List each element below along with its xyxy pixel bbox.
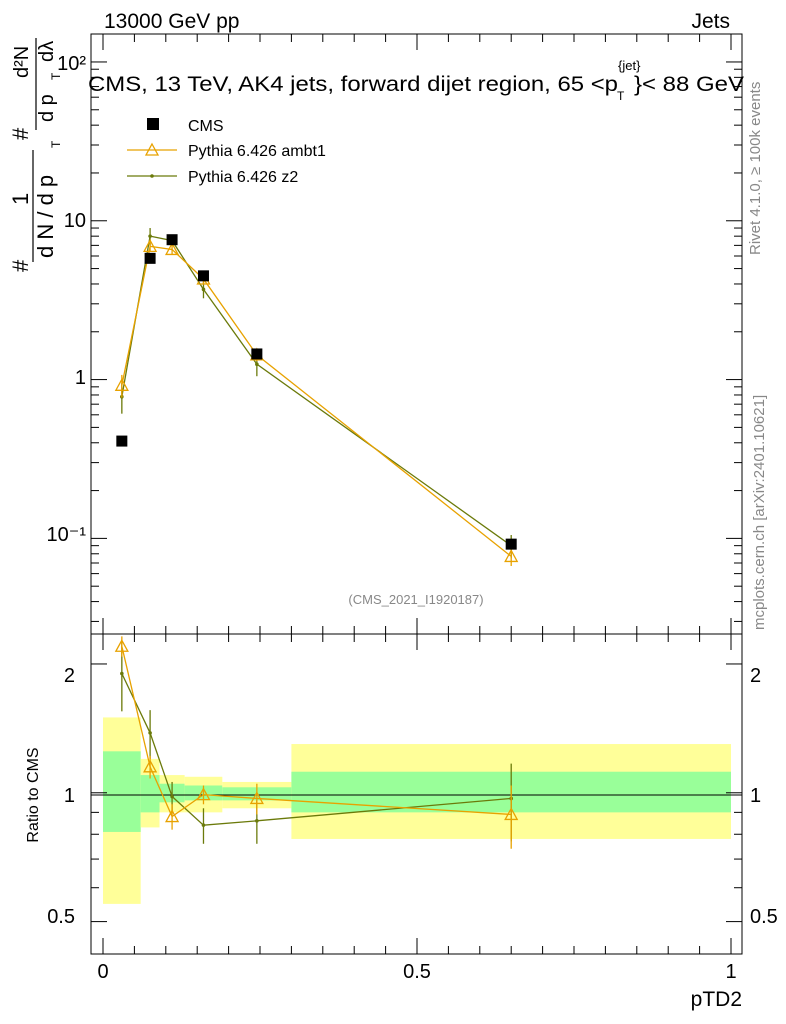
mcplots-label: mcplots.cern.ch [arXiv:2401.10621] — [751, 395, 768, 630]
y-tick-ratio-left-0: 0.5 — [47, 906, 75, 928]
ratio-point-ambt1 — [164, 809, 180, 823]
y-tick-main-2: 10 — [64, 210, 86, 232]
y-label-hash1: # — [8, 259, 33, 272]
x-tick-0: 0 — [97, 961, 108, 983]
main-point-z2 — [148, 234, 152, 238]
plot-title-tail: }< 88 GeV — [634, 73, 744, 96]
ratio-point-ambt1 — [249, 791, 264, 805]
y-label-dlambda: dλ — [36, 41, 58, 62]
main-point-cms — [197, 270, 209, 282]
plot-title-sup: {jet} — [618, 58, 641, 73]
y-label-hash2: # — [8, 127, 33, 140]
ratio-point-z2 — [201, 823, 206, 827]
main-point-cms — [144, 252, 156, 264]
legend-label-cms: CMS — [188, 118, 224, 135]
y-label-dp: d p — [36, 94, 58, 122]
y-tick-ratio-right-1: 1 — [750, 785, 761, 807]
y-tick-ratio-right-0: 0.5 — [750, 906, 778, 928]
y-label-dp-sub: T — [49, 72, 63, 80]
main-point-cms — [166, 234, 178, 246]
main-point-cms — [251, 348, 263, 360]
analysis-id: (CMS_2021_I1920187) — [348, 592, 483, 607]
y-label-dn-den: d N / d p — [33, 175, 58, 258]
x-tick-2: 1 — [725, 961, 736, 983]
main-point-ambt1 — [504, 549, 519, 563]
ratio-point-z2 — [120, 671, 124, 676]
y-tick-main-3: 10² — [57, 53, 86, 75]
plot-title: CMS, 13 TeV, AK4 jets, forward dijet reg… — [88, 73, 618, 96]
main-point-ambt1 — [143, 239, 158, 253]
y-axis-label-main: # 1 d N / d p T # d²N d p T dλ — [8, 38, 63, 272]
ratio-point-ambt1 — [143, 759, 158, 773]
y-tick-ratio-left-2: 2 — [64, 665, 75, 687]
ratio-point-z2 — [255, 819, 259, 823]
ratio-ticks — [91, 634, 742, 954]
y-tick-main-0: 10⁻¹ — [47, 524, 87, 546]
y-tick-ratio-left-1: 1 — [64, 785, 75, 807]
ratio-line-ambt1 — [121, 646, 512, 818]
y-axis-label-ratio: Ratio to CMS — [25, 747, 42, 842]
header-left: 13000 GeV pp — [104, 10, 239, 33]
main-ticks — [91, 34, 742, 634]
main-point-ambt1 — [164, 242, 180, 256]
ratio-point-ambt1 — [504, 807, 519, 821]
legend-marker-cms — [147, 118, 159, 130]
main-point-z2 — [255, 362, 259, 366]
rivet-label: Rivet 4.1.0, ≥ 100k events — [747, 82, 764, 255]
main-point-cms — [505, 538, 517, 550]
legend-label-ambt1: Pythia 6.426 ambt1 — [188, 143, 326, 160]
main-point-cms — [116, 435, 128, 447]
ratio-band-inner — [140, 775, 160, 813]
ratio-series — [114, 636, 519, 849]
y-label-one: 1 — [8, 193, 33, 205]
x-tick-1: 0.5 — [403, 961, 431, 983]
legend-marker-z2 — [150, 174, 154, 178]
y-tick-main-1: 1 — [75, 367, 86, 389]
ratio-point-z2 — [170, 794, 174, 799]
ratio-line-z2 — [121, 673, 512, 826]
main-line-ambt1 — [121, 245, 512, 557]
main-series — [114, 228, 519, 567]
ratio-band-inner — [103, 751, 141, 832]
header-right: Jets — [691, 10, 730, 33]
ratio-point-ambt1 — [114, 638, 129, 652]
ratio-point-z2 — [148, 731, 152, 735]
x-axis-label: pTD2 — [691, 988, 742, 1011]
legend-marker-ambt1 — [144, 142, 160, 156]
ratio-point-ambt1 — [196, 787, 211, 801]
main-point-ambt1 — [114, 377, 129, 391]
main-point-z2 — [201, 287, 206, 292]
ratio-bands — [103, 717, 731, 904]
y-label-d2n: d²N — [11, 46, 33, 78]
legend-label-z2: Pythia 6.426 z2 — [188, 169, 298, 186]
y-label-dn-sub: T — [49, 140, 63, 148]
main-line-z2 — [121, 235, 512, 547]
y-tick-ratio-right-2: 2 — [750, 665, 761, 687]
legend: CMS Pythia 6.426 ambt1 Pythia 6.426 z2 — [127, 118, 326, 186]
plot-title-sub: T — [617, 89, 625, 103]
